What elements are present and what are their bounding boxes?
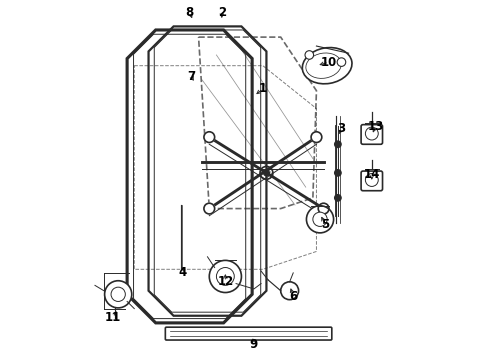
Circle shape [318,203,329,214]
Text: 9: 9 [250,338,258,351]
Text: 8: 8 [186,6,194,19]
Text: 6: 6 [289,289,297,303]
Text: 12: 12 [217,275,233,288]
Circle shape [281,282,298,300]
Circle shape [104,281,132,308]
Circle shape [204,203,215,214]
Circle shape [337,58,346,66]
Circle shape [335,170,341,176]
FancyBboxPatch shape [361,125,383,144]
Circle shape [313,212,327,226]
Circle shape [306,206,334,233]
Text: 13: 13 [368,120,384,133]
FancyBboxPatch shape [361,171,383,191]
Circle shape [209,260,242,293]
Circle shape [264,170,270,176]
Ellipse shape [302,48,352,84]
Text: 2: 2 [218,6,226,19]
Circle shape [204,132,215,143]
Text: 7: 7 [187,70,196,83]
Text: 14: 14 [364,168,380,181]
Text: 3: 3 [338,122,345,135]
Circle shape [366,174,378,186]
Text: 4: 4 [178,266,187,279]
Circle shape [366,127,378,140]
Circle shape [335,141,341,148]
Circle shape [217,267,234,285]
Circle shape [311,132,322,143]
FancyBboxPatch shape [165,327,332,340]
Circle shape [335,195,341,201]
Circle shape [111,287,125,301]
Text: 5: 5 [321,218,329,231]
Text: 11: 11 [105,311,121,324]
Text: 1: 1 [259,82,267,95]
Text: 10: 10 [321,55,337,69]
Circle shape [305,51,314,59]
